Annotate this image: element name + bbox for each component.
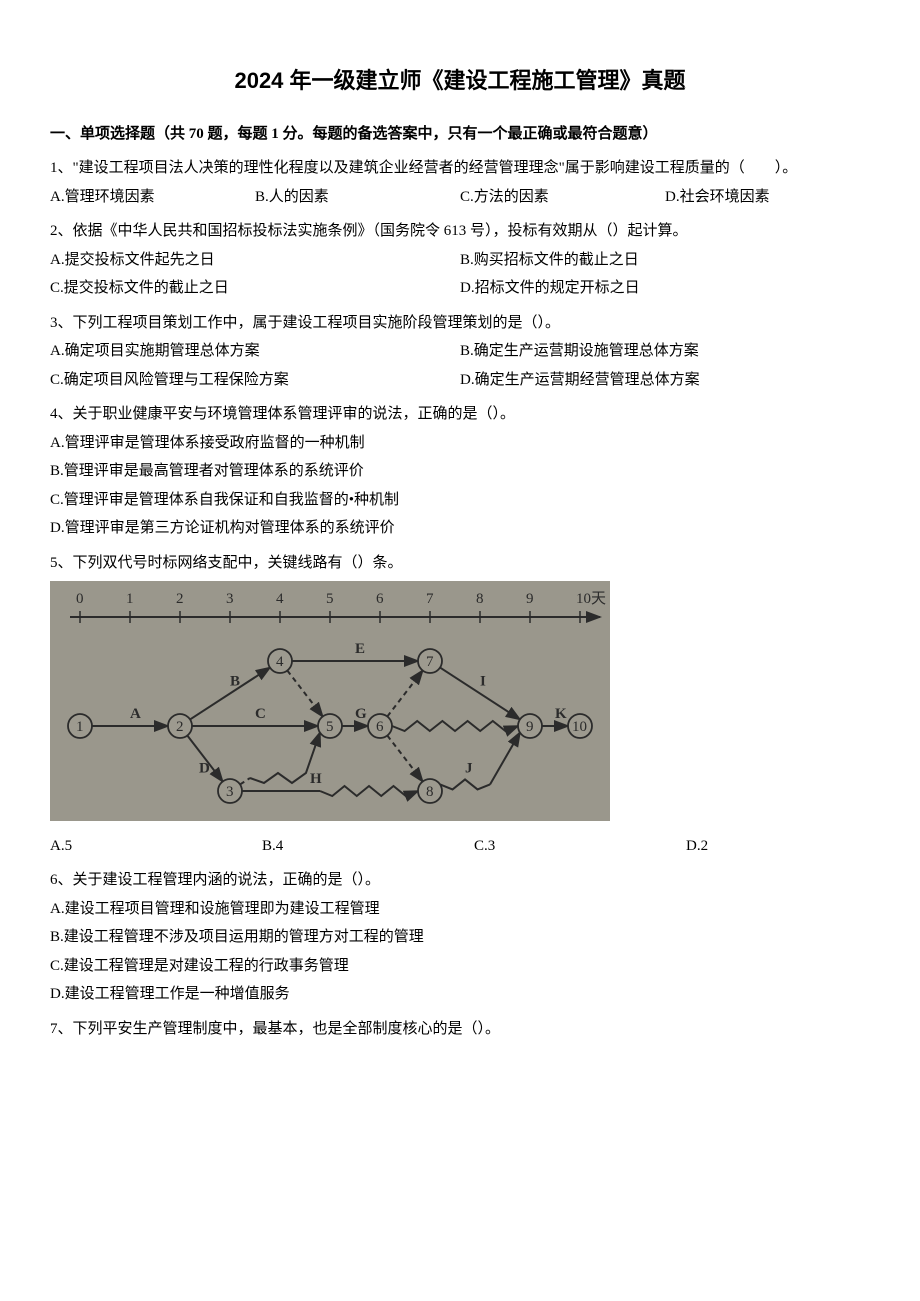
q1-opt-b: B.人的因素 (255, 183, 460, 212)
q7-stem: 7、下列平安生产管理制度中，最基本，也是全部制度核心的是（）。 (50, 1015, 870, 1044)
q1-stem: 1、"建设工程项目法人决策的理性化程度以及建筑企业经营者的经营管理理念"属于影响… (50, 154, 870, 183)
q5-opt-d: D.2 (686, 832, 870, 861)
svg-text:C: C (255, 706, 266, 722)
svg-text:I: I (480, 674, 486, 690)
q6-opt-c: C.建设工程管理是对建设工程的行政事务管理 (50, 952, 870, 981)
q4-opt-a: A.管理评审是管理体系接受政府监督的一种机制 (50, 429, 870, 458)
q4-opt-d: D.管理评审是第三方论证机构对管理体系的系统评价 (50, 514, 870, 543)
q4-opt-b: B.管理评审是最高管理者对管理体系的系统评价 (50, 457, 870, 486)
q2-opt-c: C.提交投标文件的截止之日 (50, 274, 460, 303)
svg-text:K: K (555, 706, 567, 722)
svg-text:4: 4 (276, 654, 284, 670)
svg-text:D: D (199, 761, 210, 777)
svg-text:5: 5 (326, 591, 334, 607)
svg-text:7: 7 (426, 591, 434, 607)
q6-opt-a: A.建设工程项目管理和设施管理即为建设工程管理 (50, 895, 870, 924)
q1-opt-a: A.管理环境因素 (50, 183, 255, 212)
q3-stem: 3、下列工程项目策划工作中，属于建设工程项目实施阶段管理策划的是（）。 (50, 309, 870, 338)
svg-text:10: 10 (572, 719, 587, 735)
q3-opt-c: C.确定项目风险管理与工程保险方案 (50, 366, 460, 395)
svg-text:H: H (310, 771, 322, 787)
svg-text:8: 8 (426, 784, 434, 800)
svg-text:6: 6 (376, 719, 384, 735)
svg-text:E: E (355, 641, 365, 657)
svg-text:9: 9 (526, 591, 534, 607)
svg-text:B: B (230, 674, 240, 690)
q3-options: A.确定项目实施期管理总体方案 B.确定生产运营期设施管理总体方案 C.确定项目… (50, 337, 870, 394)
svg-text:2: 2 (176, 719, 184, 735)
svg-text:10天: 10天 (576, 591, 606, 607)
q2-opt-a: A.提交投标文件起先之日 (50, 246, 460, 275)
q2-options: A.提交投标文件起先之日 B.购买招标文件的截止之日 C.提交投标文件的截止之日… (50, 246, 870, 303)
q5-opt-b: B.4 (262, 832, 474, 861)
q4-stem: 4、关于职业健康平安与环境管理体系管理评审的说法，正确的是（）。 (50, 400, 870, 429)
svg-text:6: 6 (376, 591, 384, 607)
svg-text:G: G (355, 706, 367, 722)
q6-opt-d: D.建设工程管理工作是一种增值服务 (50, 980, 870, 1009)
q6-stem: 6、关于建设工程管理内涵的说法，正确的是（）。 (50, 866, 870, 895)
svg-text:7: 7 (426, 654, 434, 670)
q2-opt-d: D.招标文件的规定开标之日 (460, 274, 870, 303)
svg-text:1: 1 (126, 591, 134, 607)
q6-opt-b: B.建设工程管理不涉及项目运用期的管理方对工程的管理 (50, 923, 870, 952)
q5-opt-a: A.5 (50, 832, 262, 861)
q5-options: A.5 B.4 C.3 D.2 (50, 832, 870, 861)
q1-opt-c: C.方法的因素 (460, 183, 665, 212)
svg-text:5: 5 (326, 719, 334, 735)
svg-text:A: A (130, 706, 141, 722)
q4-options: A.管理评审是管理体系接受政府监督的一种机制 B.管理评审是最高管理者对管理体系… (50, 429, 870, 543)
q3-opt-a: A.确定项目实施期管理总体方案 (50, 337, 460, 366)
q2-opt-b: B.购买招标文件的截止之日 (460, 246, 870, 275)
page-title: 2024 年一级建立师《建设工程施工管理》真题 (50, 60, 870, 102)
q6-options: A.建设工程项目管理和设施管理即为建设工程管理 B.建设工程管理不涉及项目运用期… (50, 895, 870, 1009)
q5-opt-c: C.3 (474, 832, 686, 861)
svg-text:9: 9 (526, 719, 534, 735)
q5-network-diagram: 0 1 2 3 4 5 6 7 8 9 10天 A BC D E G H I J K 1 2 3 4 5 6 7 8 9 10 (50, 581, 610, 832)
svg-text:2: 2 (176, 591, 184, 607)
svg-text:8: 8 (476, 591, 484, 607)
q4-opt-c: C.管理评审是管理体系自我保证和自我监督的•种机制 (50, 486, 870, 515)
svg-text:3: 3 (226, 591, 234, 607)
svg-text:1: 1 (76, 719, 84, 735)
q1-options: A.管理环境因素 B.人的因素 C.方法的因素 D.社会环境因素 (50, 183, 870, 212)
svg-text:3: 3 (226, 784, 234, 800)
svg-text:0: 0 (76, 591, 84, 607)
section-header: 一、单项选择题（共 70 题，每题 1 分。每题的备选答案中，只有一个最正确或最… (50, 120, 870, 149)
q1-opt-d: D.社会环境因素 (665, 183, 870, 212)
svg-text:4: 4 (276, 591, 284, 607)
svg-text:J: J (465, 761, 473, 777)
q3-opt-b: B.确定生产运营期设施管理总体方案 (460, 337, 870, 366)
q5-stem: 5、下列双代号时标网络支配中，关键线路有（）条。 (50, 549, 870, 578)
q2-stem: 2、依据《中华人民共和国招标投标法实施条例》（国务院令 613 号），投标有效期… (50, 217, 870, 246)
q3-opt-d: D.确定生产运营期经营管理总体方案 (460, 366, 870, 395)
